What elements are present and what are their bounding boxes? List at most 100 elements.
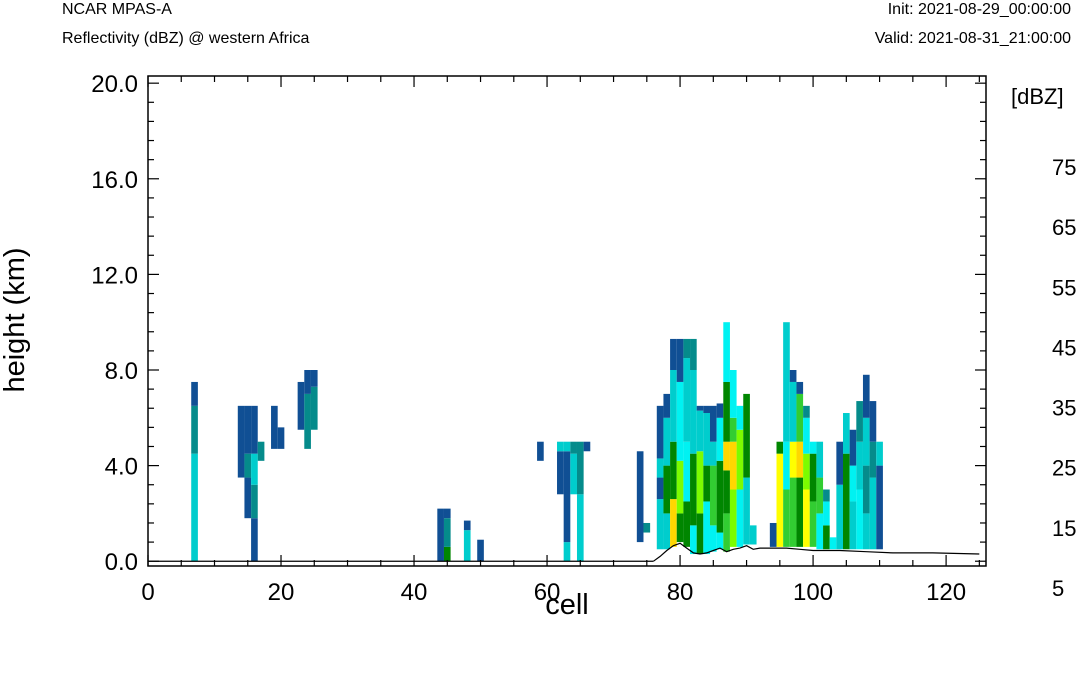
reflectivity-cell [716,403,724,418]
reflectivity-cell [310,370,318,387]
reflectivity-cell [251,453,258,485]
y-tick-label: 12.0 [91,262,138,289]
reflectivity-cell [789,441,797,478]
reflectivity-cell [570,441,577,454]
reflectivity-cell [856,489,863,550]
colorbar-label: 35 [1052,396,1076,421]
colorbar-label: 55 [1052,275,1076,300]
reflectivity-cell [304,393,311,449]
reflectivity-cell [663,417,671,466]
reflectivity-cell [743,393,750,478]
reflectivity-cell [816,477,824,514]
reflectivity-cell [736,489,744,547]
reflectivity-cell [703,413,710,466]
reflectivity-cell [736,405,744,430]
terrain-profile [653,542,980,562]
reflectivity-cell [803,417,810,454]
reflectivity-cell [736,429,744,490]
y-axis-title: height (km) [0,247,31,392]
init-time: Init: 2021-08-29_00:00:00 [887,1,1071,18]
reflectivity-cell [663,465,671,514]
reflectivity-cell [803,453,810,490]
plot-frame [147,75,987,567]
reflectivity-cell [829,537,837,550]
plot-subtitle: Reflectivity (dBZ) @ western Africa [62,30,310,47]
reflectivity-cell [849,429,857,466]
reflectivity-cell [643,522,651,533]
plot-axes: 0 20 40 60 80 100 120 0.0 4.0 8.0 12.0 16.0 20.0 [91,71,987,606]
reflectivity-cell [783,322,790,442]
reflectivity-cell [563,542,571,562]
reflectivity-cell [843,413,850,454]
reflectivity-cell [716,460,724,533]
reflectivity-cell [690,453,697,526]
reflectivity-cell [443,518,451,547]
reflectivity-cell [729,441,737,490]
reflectivity-cell [709,525,717,552]
reflectivity-cell [823,501,830,526]
reflectivity-cell [723,470,730,514]
reflectivity-cell [690,525,697,555]
reflectivity-cell [676,381,684,461]
reflectivity-cell [869,401,877,442]
x-tick-label: 0 [141,579,154,606]
reflectivity-cell [729,489,737,547]
y-tick-label: 8.0 [105,358,138,385]
reflectivity-cell [796,441,804,478]
reflectivity-cell [570,453,577,495]
reflectivity-cell [862,513,870,550]
reflectivity-cell [443,546,451,562]
reflectivity-cell [789,477,797,547]
reflectivity-cell [843,453,850,550]
reflectivity-cell [876,441,883,466]
reflectivity-cell [663,513,671,550]
reflectivity-cell [670,441,677,500]
reflectivity-cell [244,477,252,519]
reflectivity-cell [670,370,677,442]
reflectivity-cell [783,441,790,490]
reflectivity-cell [690,370,697,454]
reflectivity-cell [869,441,877,478]
reflectivity-cell [563,441,571,452]
reflectivity-cell [576,494,584,562]
reflectivity-cell [743,477,750,545]
reflectivity-cell [856,441,863,490]
reflectivity-cell [703,405,710,414]
reflectivity-cell [237,405,245,478]
reflectivity-cell [716,417,724,461]
plot-title: NCAR MPAS-A [62,1,172,18]
reflectivity-cell [683,358,691,442]
reflectivity-cell [437,508,444,562]
reflectivity-cell [703,501,710,555]
x-tick-label: 100 [793,579,833,606]
reflectivity-cell [277,427,285,449]
reflectivity-cell [676,513,684,543]
reflectivity-cell [636,451,644,543]
reflectivity-cell [676,338,684,382]
reflectivity-cell [297,381,305,430]
reflectivity-cell [836,441,844,485]
reflectivity-cell [869,477,877,550]
reflectivity-cell [663,393,671,418]
reflectivity-cell [776,453,784,547]
reflectivity-cell [696,513,704,555]
reflectivity-cell [563,451,571,543]
colorbar-label: 25 [1052,456,1076,481]
reflectivity-cell [709,441,717,466]
reflectivity-cell [244,405,252,454]
reflectivity-cell [557,441,564,452]
reflectivity-cell [251,405,258,454]
colorbar-label: 45 [1052,335,1076,360]
reflectivity-cell [796,477,804,547]
y-tick-label: 0.0 [105,549,138,576]
reflectivity-cell [683,441,691,502]
reflectivity-cell [583,441,591,452]
reflectivity-cell [696,410,704,452]
reflectivity-cell [709,405,717,442]
reflectivity-cell [849,501,857,550]
reflectivity-cell [729,370,737,418]
reflectivity-cell [856,401,863,442]
reflectivity-cell [862,465,870,514]
reflectivity-cell [251,518,258,562]
